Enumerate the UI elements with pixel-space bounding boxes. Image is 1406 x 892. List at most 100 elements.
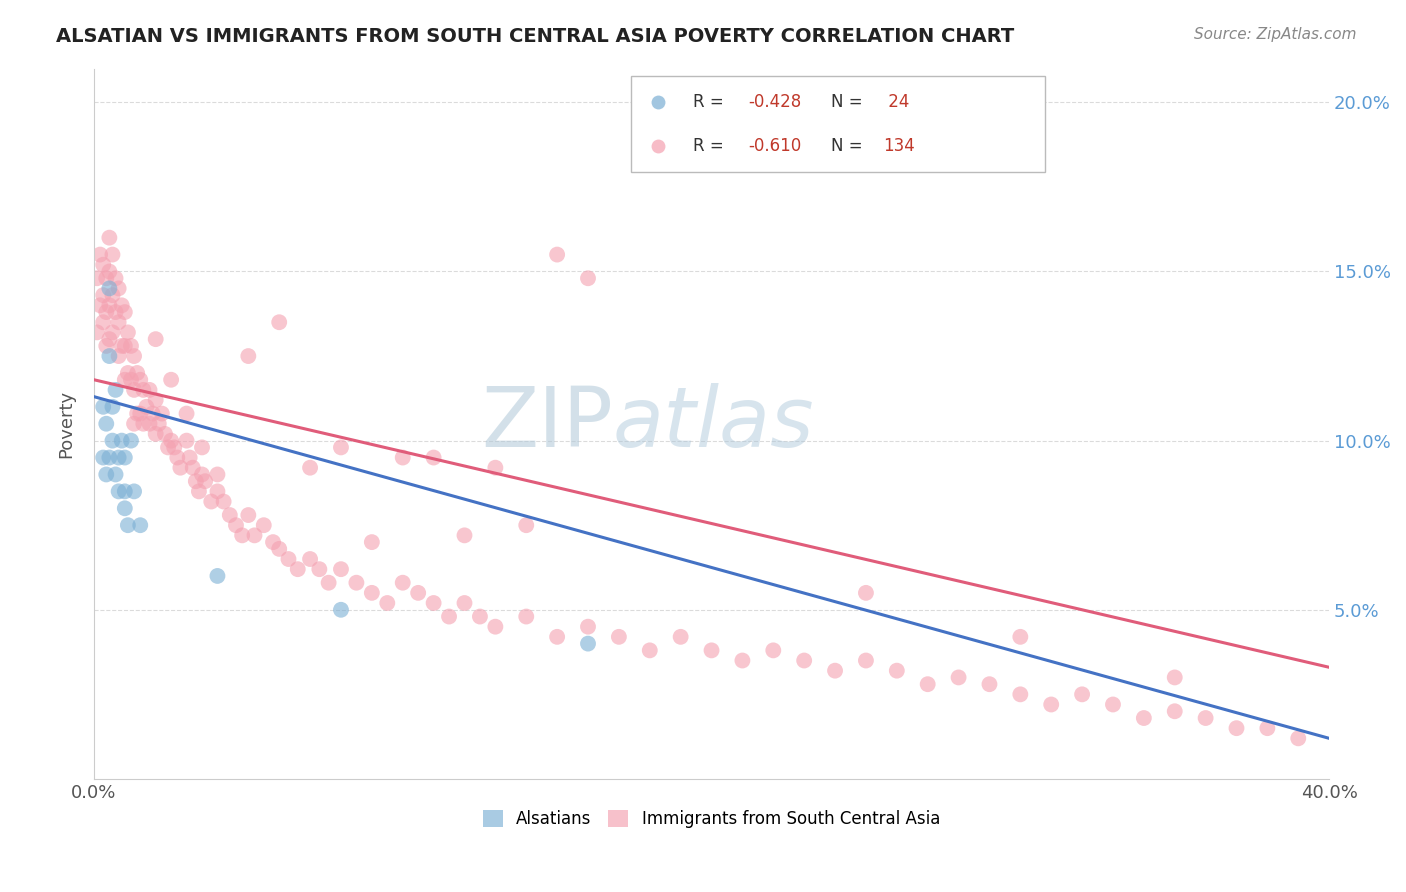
Text: ZIP: ZIP [481, 384, 613, 464]
Point [89, 298, 111, 312]
Point [299, 552, 322, 566]
Point [184, 474, 207, 488]
Point [1256, 721, 1278, 735]
Point [187, 484, 209, 499]
Point [96, 305, 118, 319]
Point [107, 315, 129, 329]
Point [308, 562, 330, 576]
Point [576, 620, 599, 634]
Point [669, 630, 692, 644]
Point [1225, 721, 1247, 735]
Point [207, 467, 229, 482]
Point [1194, 711, 1216, 725]
Point [360, 586, 382, 600]
Point [153, 426, 176, 441]
Point [546, 630, 568, 644]
Point [253, 518, 276, 533]
Point [104, 467, 127, 482]
Point [238, 508, 260, 522]
Point [453, 528, 475, 542]
Point [145, 392, 167, 407]
Point [122, 417, 145, 431]
Point [238, 349, 260, 363]
Point [104, 305, 127, 319]
Point [453, 596, 475, 610]
Point [129, 518, 152, 533]
Point [1164, 670, 1187, 684]
Point [107, 450, 129, 465]
Point [114, 305, 136, 319]
Point [607, 630, 630, 644]
Point [1010, 687, 1032, 701]
Point [98, 332, 121, 346]
Point [218, 508, 240, 522]
Point [391, 450, 413, 465]
Point [142, 407, 165, 421]
Point [191, 441, 214, 455]
Text: 134: 134 [883, 136, 915, 154]
Point [138, 417, 160, 431]
Point [179, 450, 201, 465]
Point [166, 450, 188, 465]
Point [762, 643, 785, 657]
Point [169, 460, 191, 475]
Point [546, 247, 568, 261]
Point [484, 620, 506, 634]
Point [117, 518, 139, 533]
Text: -0.610: -0.610 [748, 136, 801, 154]
Point [391, 575, 413, 590]
Text: -0.428: -0.428 [748, 93, 801, 111]
Legend: Alsatians, Immigrants from South Central Asia: Alsatians, Immigrants from South Central… [477, 803, 946, 835]
FancyBboxPatch shape [631, 76, 1045, 171]
Point [114, 450, 136, 465]
Point [98, 450, 121, 465]
Point [107, 281, 129, 295]
Point [200, 494, 222, 508]
Point [101, 288, 124, 302]
Point [135, 400, 157, 414]
Point [344, 575, 367, 590]
Point [89, 247, 111, 261]
Point [207, 484, 229, 499]
Point [101, 400, 124, 414]
Point [96, 417, 118, 431]
Point [117, 326, 139, 340]
Point [120, 373, 142, 387]
Point [104, 383, 127, 397]
Point [212, 494, 235, 508]
Point [1164, 704, 1187, 718]
Point [163, 441, 186, 455]
Point [117, 366, 139, 380]
Point [176, 434, 198, 448]
Point [132, 383, 155, 397]
Point [96, 271, 118, 285]
Text: 24: 24 [883, 93, 910, 111]
Point [269, 541, 291, 556]
Point [145, 426, 167, 441]
Point [114, 501, 136, 516]
Point [299, 460, 322, 475]
Point [160, 373, 183, 387]
Point [360, 535, 382, 549]
Point [318, 575, 340, 590]
Point [855, 653, 877, 667]
Point [98, 281, 121, 295]
Point [111, 298, 134, 312]
Point [948, 670, 970, 684]
Point [638, 643, 661, 657]
Point [1102, 698, 1125, 712]
Point [855, 586, 877, 600]
Point [269, 315, 291, 329]
Point [484, 460, 506, 475]
Point [422, 596, 444, 610]
Point [437, 609, 460, 624]
Point [330, 562, 353, 576]
Point [122, 484, 145, 499]
Point [114, 484, 136, 499]
Point [406, 586, 429, 600]
Point [176, 407, 198, 421]
Point [262, 535, 284, 549]
Point [91, 450, 114, 465]
Point [160, 434, 183, 448]
Point [98, 349, 121, 363]
